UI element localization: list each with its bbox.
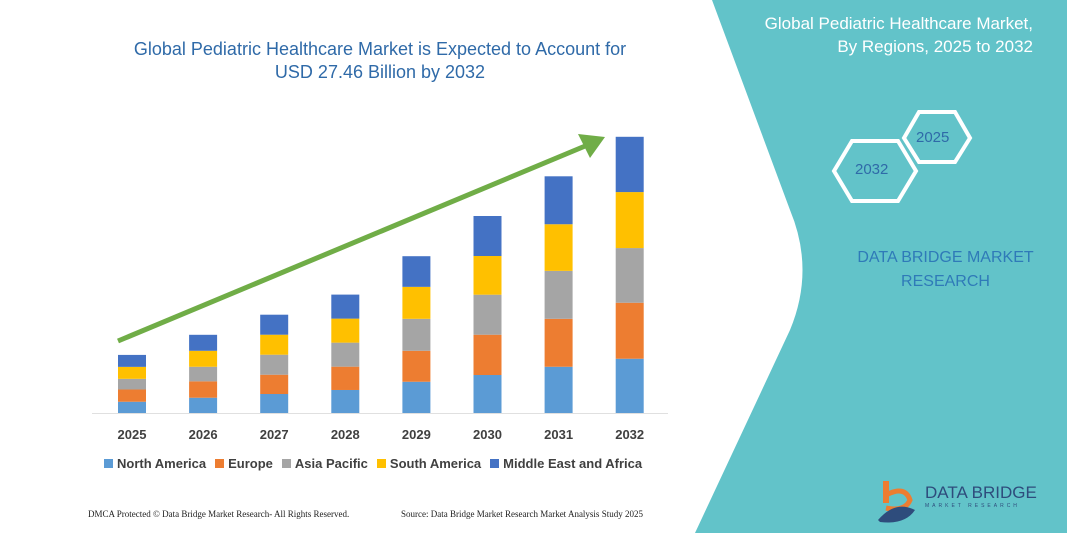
bar-segment-europe-2026 — [189, 381, 218, 398]
bar-segment-south-america-2027 — [260, 334, 289, 355]
bar-segment-middle-east-and-africa-2029 — [402, 256, 431, 287]
side-panel — [695, 0, 1067, 533]
bar-segment-europe-2032 — [615, 302, 644, 359]
bar-segment-north-america-2025 — [118, 401, 146, 413]
bar-segment-north-america-2028 — [331, 389, 360, 413]
bar-segment-south-america-2030 — [473, 256, 502, 295]
bar-segment-europe-2029 — [402, 350, 431, 382]
bar-segment-asia-pacific-2031 — [544, 270, 573, 319]
footer-source: Source: Data Bridge Market Research Mark… — [401, 509, 643, 519]
brand-text: DATA BRIDGE MARKET RESEARCH — [828, 246, 1063, 294]
bar-segment-europe-2031 — [544, 318, 573, 367]
legend-swatch — [215, 459, 225, 468]
bar-segment-europe-2028 — [331, 366, 360, 390]
chart-title: Global Pediatric Healthcare Market is Ex… — [80, 38, 680, 84]
legend-label: South America — [389, 456, 482, 471]
brand-line-1: DATA BRIDGE MARKET — [857, 249, 1034, 266]
side-panel-title: Global Pediatric Healthcare Market, By R… — [765, 12, 1033, 58]
x-tick-label-2029: 2029 — [401, 427, 431, 442]
hex-label-start: 2025 — [916, 129, 950, 146]
bar-segment-north-america-2027 — [260, 394, 289, 413]
bar-segment-north-america-2032 — [615, 358, 644, 413]
legend-swatch — [281, 459, 291, 468]
legend-label: Asia Pacific — [294, 456, 368, 471]
bar-segment-south-america-2026 — [189, 350, 218, 367]
bar-segment-europe-2027 — [260, 374, 289, 395]
legend-item-north-america: North America — [104, 456, 206, 471]
bar-segment-north-america-2029 — [402, 381, 431, 413]
hexagon-2025 — [901, 110, 973, 164]
bar-segment-asia-pacific-2032 — [615, 248, 644, 303]
x-tick-label-2030: 2030 — [473, 427, 502, 442]
legend-item-asia-pacific: Asia Pacific — [281, 456, 368, 471]
legend-swatch — [104, 459, 113, 468]
x-tick-label-2032: 2032 — [615, 427, 645, 442]
bar-segment-middle-east-and-africa-2030 — [473, 216, 502, 257]
bar-segment-asia-pacific-2025 — [118, 378, 146, 390]
logo-subtext: MARKET RESEARCH — [925, 503, 1020, 509]
bar-segment-south-america-2028 — [331, 318, 360, 343]
legend-item-europe: Europe — [215, 456, 273, 471]
bar-segment-middle-east-and-africa-2027 — [260, 314, 289, 335]
legend: North America Europe Asia Pacific South Ame… — [104, 456, 642, 471]
chart-area — [118, 136, 644, 413]
x-tick-label-2028: 2028 — [330, 427, 360, 442]
bar-segment-asia-pacific-2026 — [189, 366, 218, 382]
legend-swatch — [490, 459, 500, 468]
footer-copyright: DMCA Protected © Data Bridge Market Rese… — [88, 509, 350, 519]
x-tick-label-2031: 2031 — [544, 427, 574, 442]
side-title-line-2: By Regions, 2025 to 2032 — [837, 37, 1033, 56]
bar-segment-middle-east-and-africa-2032 — [615, 136, 644, 193]
hexagon-2032 — [831, 139, 919, 203]
legend-swatch — [376, 459, 386, 468]
x-tick-label-2027: 2027 — [259, 427, 289, 442]
bar-segment-south-america-2031 — [544, 224, 573, 271]
bar-segment-europe-2025 — [118, 389, 146, 402]
bar-segment-asia-pacific-2030 — [473, 294, 502, 335]
legend-label: Middle East and Africa — [503, 456, 643, 471]
title-line-2: USD 27.46 Billion by 2032 — [274, 62, 486, 82]
side-title-line-1: Global Pediatric Healthcare Market, — [764, 14, 1033, 33]
bar-segment-north-america-2030 — [473, 375, 502, 413]
legend-label: Europe — [228, 456, 273, 471]
x-tick-label-2025: 2025 — [117, 427, 147, 442]
bar-segment-asia-pacific-2027 — [260, 354, 289, 375]
bar-segment-middle-east-and-africa-2026 — [189, 334, 218, 351]
brand-line-2: RESEARCH — [901, 273, 990, 290]
legend-item-south-america: South America — [376, 456, 482, 471]
logo-icon — [878, 481, 915, 523]
bar-segment-south-america-2032 — [615, 192, 644, 249]
bar-segment-north-america-2031 — [544, 366, 573, 413]
bar-segment-south-america-2025 — [118, 366, 146, 379]
legend-label: North America — [117, 456, 207, 471]
bar-segment-south-america-2029 — [402, 286, 431, 319]
legend-item-middle-east-and-africa: Middle East and Africa — [490, 456, 642, 471]
title-line-1: Global Pediatric Healthcare Market is Ex… — [133, 39, 627, 59]
bar-segment-asia-pacific-2029 — [402, 318, 431, 351]
bar-segment-europe-2030 — [473, 334, 502, 376]
x-tick-label-2026: 2026 — [188, 427, 218, 442]
bar-segment-asia-pacific-2028 — [331, 342, 360, 367]
bar-segment-middle-east-and-africa-2025 — [118, 354, 146, 367]
trend-arrow — [117, 134, 605, 344]
bar-segment-north-america-2026 — [189, 397, 218, 413]
bar-segment-middle-east-and-africa-2031 — [544, 176, 573, 225]
bar-segment-middle-east-and-africa-2028 — [331, 294, 360, 319]
logo-text: DATA BRIDGE — [925, 483, 1037, 502]
hex-label-end: 2032 — [855, 161, 889, 178]
